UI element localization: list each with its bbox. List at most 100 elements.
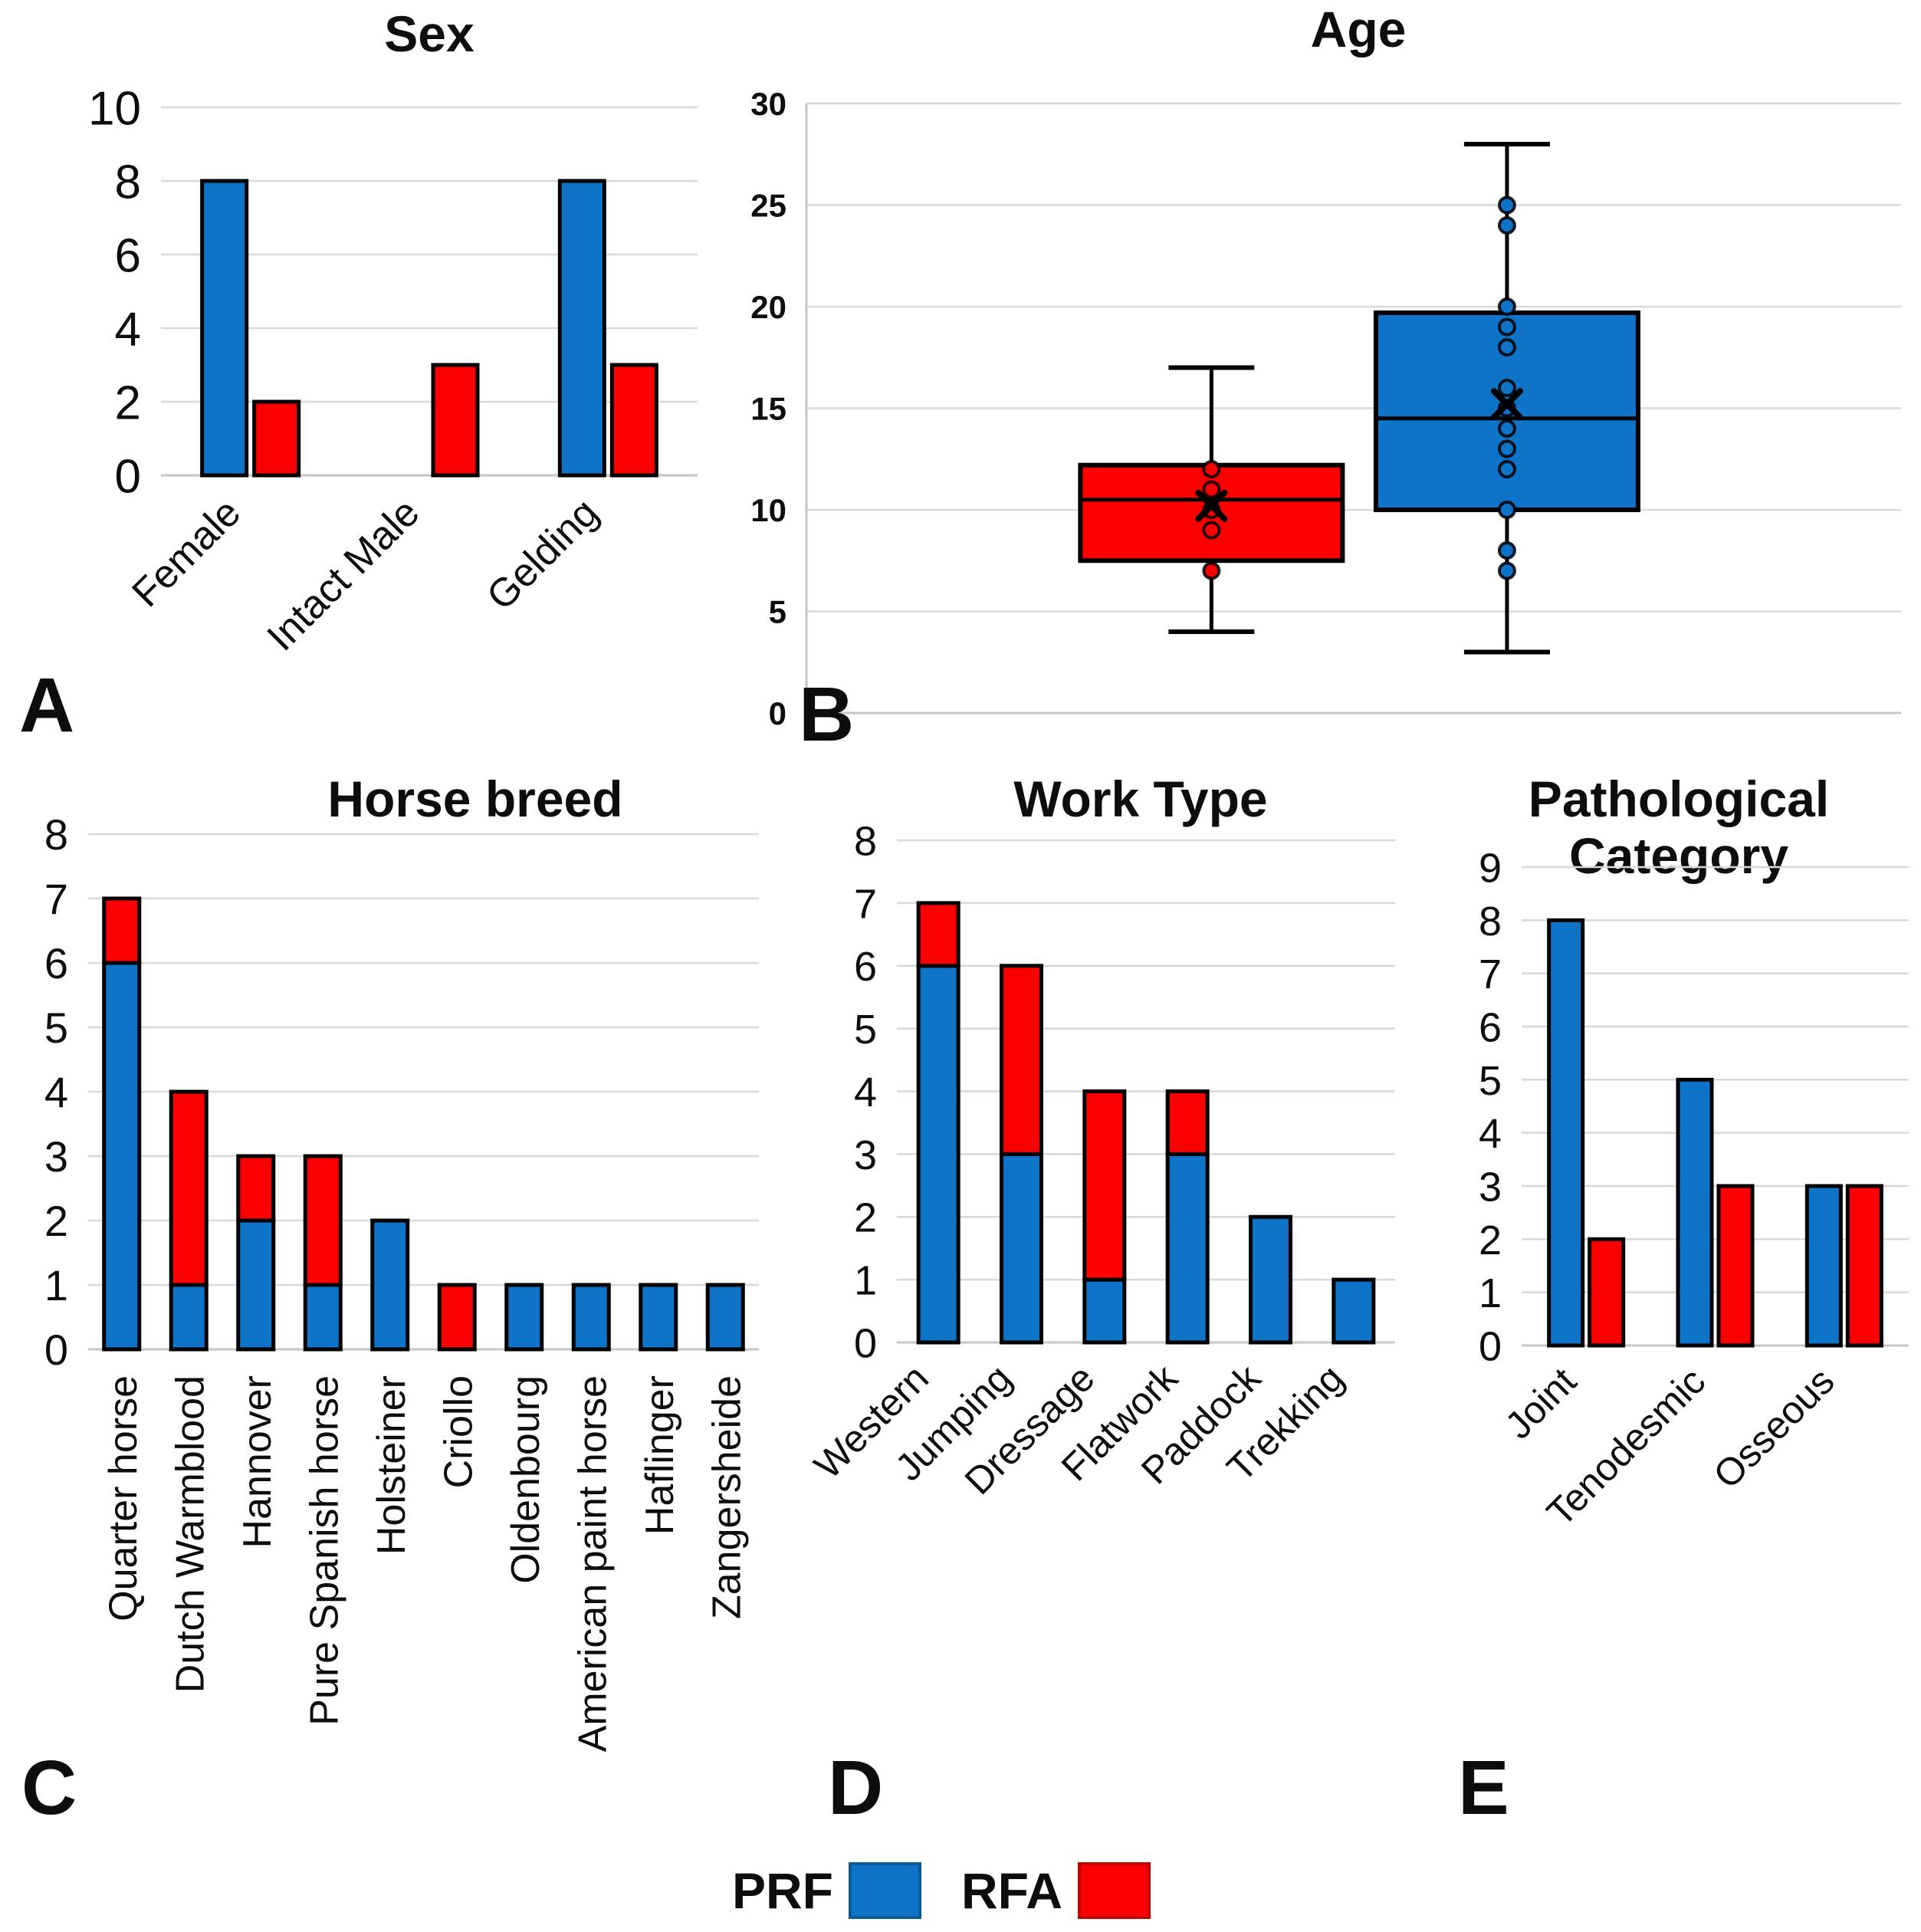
legend-item-prf: PRF [732, 1861, 921, 1920]
y-tick-label: 2 [115, 376, 141, 429]
bar-rfa-3 [609, 363, 658, 478]
y-tick-label: 0 [854, 1320, 877, 1366]
data-point [1202, 561, 1221, 580]
y-tick-label: 8 [44, 810, 68, 859]
bar-rfa-3 [1845, 1184, 1883, 1348]
category-label: American paint horse [570, 1375, 615, 1752]
category-label: Osseous [1705, 1359, 1842, 1497]
y-tick-label: 3 [44, 1132, 68, 1181]
bar-segment-prf-5 [1249, 1214, 1292, 1345]
legend-label-rfa: RFA [961, 1862, 1062, 1919]
y-tick-label: 1 [1479, 1270, 1502, 1316]
bar-segment-rfa-3 [236, 1154, 276, 1223]
y-tick-label: 0 [1479, 1323, 1502, 1369]
bar-segment-prf-1 [102, 961, 142, 1352]
data-point [1202, 460, 1221, 478]
data-point [1497, 297, 1516, 316]
y-tick-label: 8 [854, 818, 877, 864]
category-label: Pure Spanish horse [302, 1375, 346, 1726]
y-tick-label: 5 [854, 1007, 877, 1053]
category-label: Joint [1497, 1359, 1584, 1447]
y-tick-label: 5 [44, 1004, 68, 1052]
category-label: Intact Male [259, 490, 429, 659]
y-tick-label: 6 [854, 944, 877, 990]
bar-prf-3 [1804, 1184, 1843, 1348]
y-tick-label: 2 [44, 1197, 68, 1245]
panel-age: Age 0 5 10 15 20 25 30 B [750, 0, 1921, 774]
y-tick-label: 6 [1479, 1004, 1502, 1050]
bar-segment-prf-5 [370, 1218, 410, 1352]
chart-title-sex: Sex [384, 5, 475, 62]
bar-prf-1 [1547, 918, 1585, 1348]
bar-rfa-2 [431, 363, 480, 478]
bar-prf-3 [557, 179, 606, 478]
rfa-color-swatch [1078, 1862, 1151, 1919]
panel-letter-e: E [1458, 1745, 1509, 1831]
y-tick-label: 25 [750, 188, 786, 224]
y-tick-label: 5 [1479, 1058, 1502, 1104]
bar-segment-rfa-2 [169, 1089, 209, 1287]
bar-prf-1 [200, 179, 249, 478]
y-tick-label: 4 [854, 1070, 877, 1116]
y-tick-label: 0 [44, 1326, 68, 1374]
y-tick-label: 7 [44, 875, 68, 923]
category-label: Oldenbourg [504, 1375, 548, 1584]
data-point [1497, 439, 1516, 458]
y-tick-label: 8 [1479, 899, 1502, 945]
y-tick-label: 8 [115, 156, 141, 209]
category-label: Holsteiner [369, 1375, 414, 1555]
category-label: Hannover [235, 1375, 280, 1548]
work-chart: 012345678WesternJumpingDressageFlatworkP… [806, 818, 1395, 1503]
bar-segment-prf-2 [169, 1283, 209, 1352]
bar-segment-rfa-4 [1165, 1089, 1210, 1156]
y-tick-label: 3 [854, 1132, 877, 1178]
y-tick-label: 4 [115, 303, 141, 356]
data-point [1497, 216, 1516, 235]
y-tick-label: 1 [44, 1261, 68, 1309]
data-point [1497, 561, 1516, 580]
y-tick-label: 10 [750, 492, 786, 528]
y-tick-label: 30 [750, 86, 786, 122]
data-point [1497, 338, 1516, 356]
y-tick-label: 5 [769, 594, 786, 630]
data-point [1202, 480, 1221, 499]
legend: PRF RFA [732, 1861, 1151, 1920]
y-tick-label: 0 [115, 450, 141, 503]
y-tick-label: 4 [1479, 1111, 1502, 1157]
y-tick-label: 6 [44, 939, 68, 987]
y-tick-label: 20 [750, 289, 786, 325]
category-label: Zangersheide [704, 1375, 749, 1619]
bar-segment-prf-10 [705, 1283, 745, 1352]
panel-letter-d: D [828, 1745, 884, 1831]
chart-title-pathology: Pathological Category [1528, 770, 1830, 884]
panel-sex: Sex 0 2 4 6 8 10 Female Intact Male Gelding A [0, 0, 751, 767]
y-tick-label: 15 [750, 391, 786, 427]
bar-segment-rfa-1 [102, 896, 142, 965]
bar-segment-prf-4 [303, 1283, 343, 1352]
bar-rfa-1 [252, 399, 301, 478]
data-point [1497, 317, 1516, 337]
chart-title-age: Age [1310, 1, 1407, 58]
bar-prf-2 [1676, 1077, 1714, 1348]
data-point [1497, 196, 1516, 215]
category-label: Dutch Warmblood [168, 1375, 212, 1693]
age-chart: 0 5 10 15 20 25 30 [750, 86, 1901, 731]
data-point [1497, 541, 1516, 560]
category-label: Criollo [436, 1375, 481, 1488]
data-point [1202, 521, 1221, 540]
chart-title-breed: Horse breed [327, 770, 623, 827]
y-tick-label: 2 [854, 1195, 877, 1241]
bar-rfa-2 [1716, 1184, 1755, 1348]
legend-item-rfa: RFA [961, 1861, 1151, 1920]
bar-segment-prf-3 [236, 1218, 276, 1352]
data-point [1497, 501, 1516, 519]
bar-segment-prf-8 [571, 1283, 611, 1352]
bar-segment-rfa-3 [1082, 1089, 1127, 1282]
chart-title-work: Work Type [1013, 770, 1268, 827]
sex-chart: 0 2 4 6 8 10 Female Intact Male Gelding [88, 82, 698, 659]
y-tick-label: 7 [1479, 951, 1502, 997]
bar-segment-prf-2 [1000, 1152, 1043, 1345]
legend-label-prf: PRF [732, 1862, 833, 1919]
y-tick-label: 0 [769, 695, 786, 731]
